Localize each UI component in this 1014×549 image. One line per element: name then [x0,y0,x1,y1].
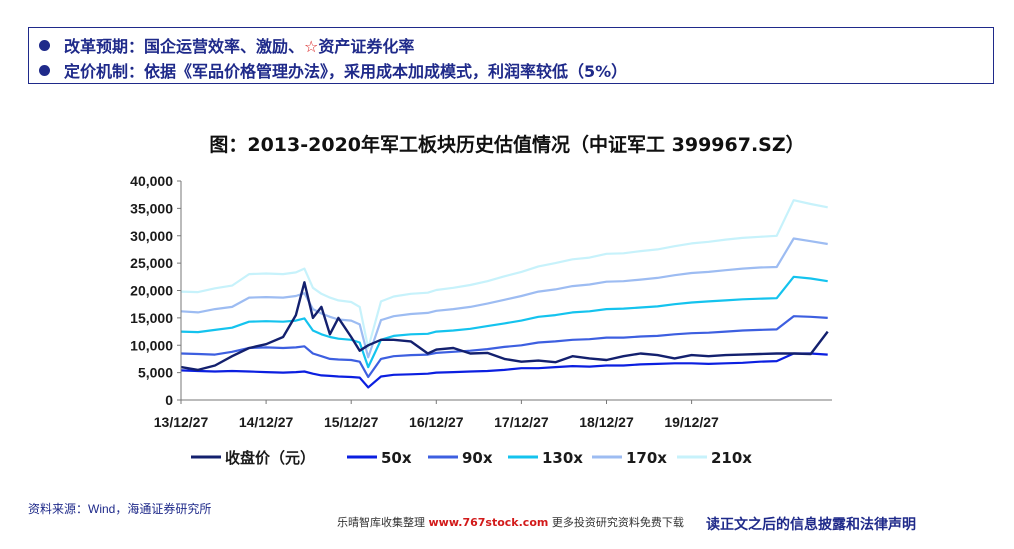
series-line-2 [180,315,828,379]
bullet-1-text-a: 改革预期：国企运营效率、激励、 [64,37,305,56]
legend-label-5: 210x [711,449,752,467]
series-line-0 [180,281,829,372]
y-tick-label: 35,000 [130,200,173,216]
bullet-dot-icon [39,40,50,51]
legend-label-4: 170x [626,449,667,467]
y-tick-label: 25,000 [130,255,173,271]
series-line-1 [180,352,828,389]
bullet-1-text-b: 资产证券化率 [318,37,415,56]
legal-footer: 读正文之后的信息披露和法律声明 [706,517,916,533]
y-tick-label: 20,000 [130,283,173,299]
y-tick-label: 30,000 [130,228,173,244]
chart-title: 图：2013-2020年军工板块历史估值情况（中证军工 399967.SZ） [209,134,805,156]
bullet-line-1: 改革预期：国企运营效率、激励、☆资产证券化率 [39,33,414,57]
y-tick-label: 40,000 [130,173,173,189]
y-tick-label: 5,000 [138,365,173,381]
x-tick-label: 15/12/27 [324,414,379,430]
y-tick-label: 0 [165,392,173,408]
series-line-5 [180,199,828,350]
legend-label-0: 收盘价（元） [225,449,315,467]
y-tick-label: 15,000 [130,310,173,326]
legend-label-2: 90x [462,449,493,467]
bullet-line-2: 定价机制：依据《军品价格管理办法》，采用成本加成模式，利润率较低（5%） [39,58,627,82]
x-tick-label: 17/12/27 [494,414,549,430]
x-tick-label: 19/12/27 [664,414,719,430]
y-tick-label: 10,000 [130,337,173,353]
watermark: 乐晴智库收集整理 www.767stock.com 更多投资研究资料免费下载 [337,514,684,530]
x-tick-label: 18/12/27 [579,414,634,430]
watermark-suffix: 更多投资研究资料免费下载 [551,516,684,529]
star-icon: ☆ [304,37,319,56]
series-line-4 [180,237,828,359]
watermark-site: www.767stock.com [428,516,549,529]
legend-label-3: 130x [542,449,583,467]
series-line-3 [180,275,828,369]
x-tick-label: 14/12/27 [239,414,294,430]
source-note: 资料来源：Wind，海通证券研究所 [28,502,212,516]
bullet-dot-icon [39,65,50,76]
key-points-box: 改革预期：国企运营效率、激励、☆资产证券化率 定价机制：依据《军品价格管理办法》… [28,27,994,84]
watermark-prefix: 乐晴智库收集整理 [337,516,425,529]
legend-label-1: 50x [381,449,412,467]
x-tick-label: 16/12/27 [409,414,464,430]
x-tick-label: 13/12/27 [154,414,209,430]
bullet-2-text: 定价机制：依据《军品价格管理办法》，采用成本加成模式，利润率较低（5%） [64,62,628,81]
